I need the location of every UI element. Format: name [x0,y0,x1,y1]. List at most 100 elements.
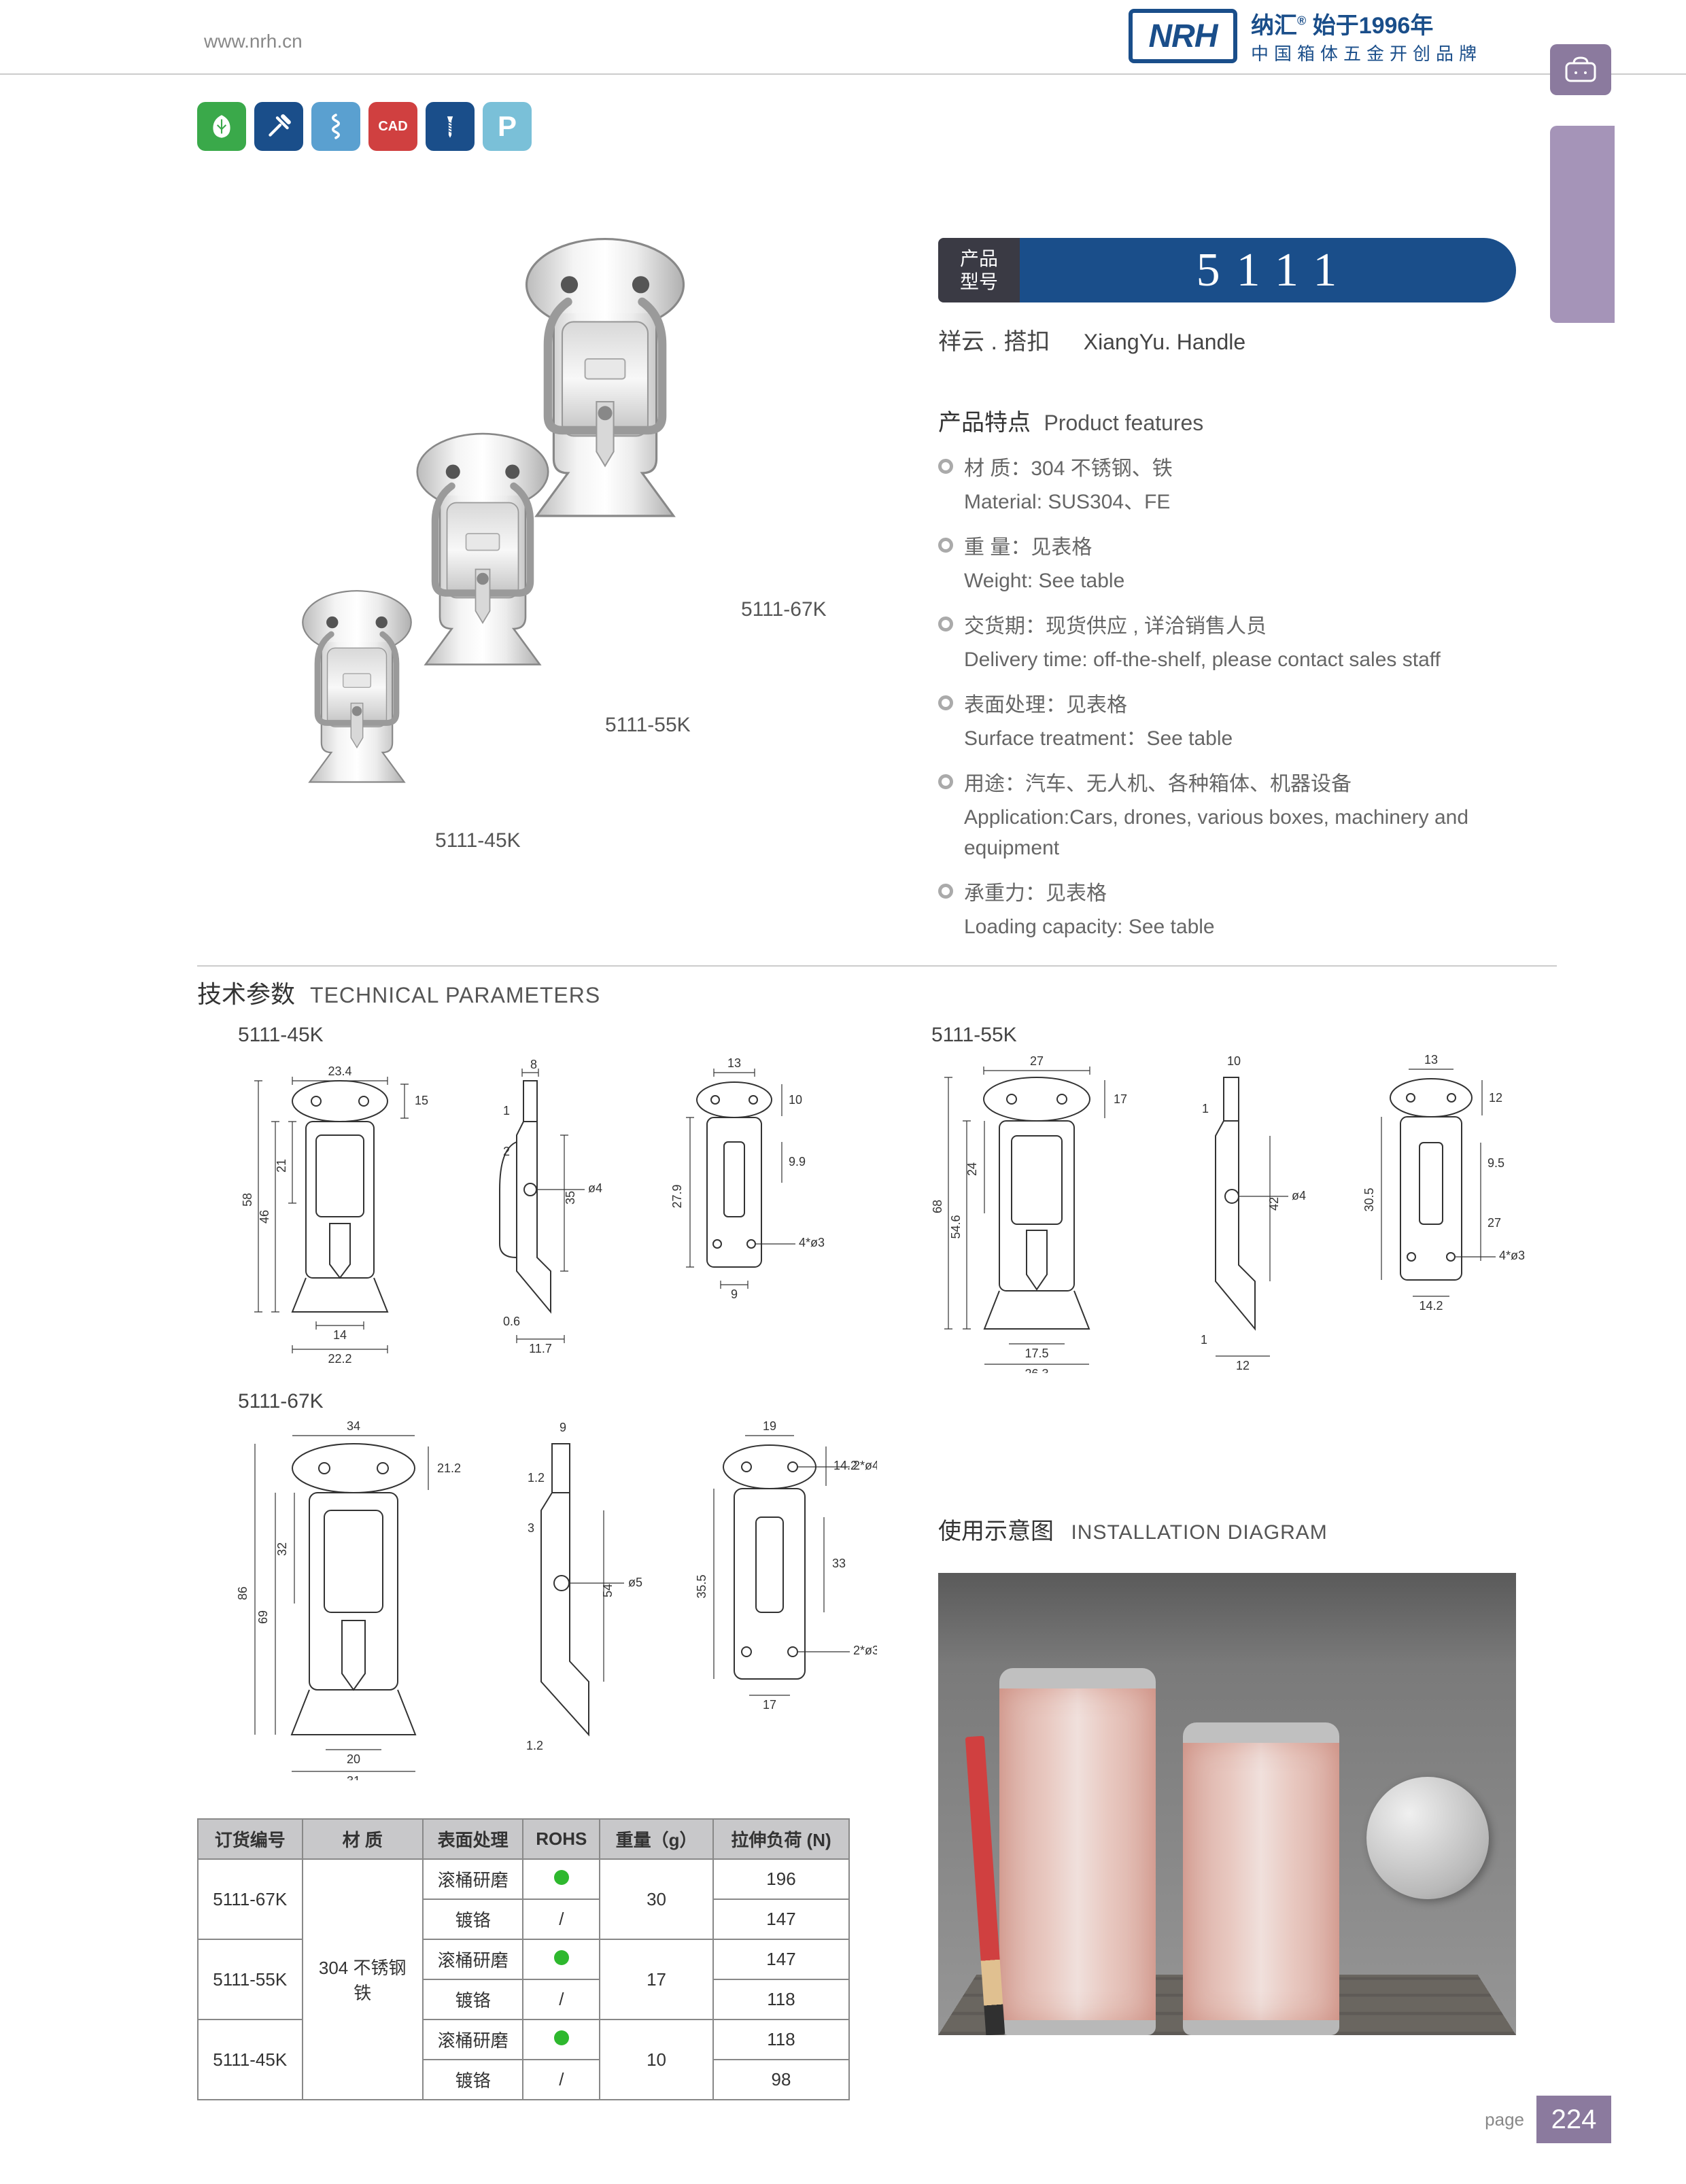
letter-p-icon: P [483,102,532,151]
features-title-cn: 产品特点 [938,410,1031,436]
svg-text:11.7: 11.7 [529,1342,552,1355]
rohs-dot-icon [554,1870,569,1885]
svg-text:31: 31 [347,1774,360,1780]
svg-text:4*ø3: 4*ø3 [799,1236,825,1249]
drawing-svg-67k: 34 86 69 32 21.2 20 31 [197,1420,877,1780]
svg-text:9: 9 [731,1287,738,1301]
svg-text:68: 68 [931,1200,944,1213]
drawing-label-67k: 5111-67K [238,1390,1557,1413]
rohs-dot-icon [554,2030,569,2045]
table-header-row: 订货编号 材 质 表面处理 ROHS 重量（g） 拉伸负荷 (N) [198,1819,849,1859]
model-tag: 产品 型号 [938,238,1020,302]
bullet-icon [938,774,953,789]
svg-text:30.5: 30.5 [1362,1188,1376,1211]
feature-item: 交货期：现货供应 , 详洽销售人员Delivery time: off-the-… [938,611,1516,675]
product-label-55k: 5111-55K [605,714,691,737]
feature-text: 重 量：见表格Weight: See table [964,532,1124,596]
install-title-cn: 使用示意图 [938,1519,1054,1544]
svg-text:ø4: ø4 [588,1181,602,1195]
svg-text:17: 17 [1114,1092,1127,1106]
brand-block: NRH 纳汇® 始于1996年 中国箱体五金开创品牌 [1129,7,1482,65]
model-header: 产品 型号 5111 [938,238,1516,302]
table-row: 5111-55K滚桶研磨17147 [198,1939,849,1979]
model-panel: 产品 型号 5111 祥云 . 搭扣 XiangYu. Handle 产品特点 … [938,238,1516,957]
tech-title-en: TECHNICAL PARAMETERS [310,983,600,1007]
col-surface: 表面处理 [423,1819,523,1859]
col-material: 材 质 [303,1819,423,1859]
tech-title: 技术参数 TECHNICAL PARAMETERS [197,965,1557,1010]
feature-text: 承重力：见表格Loading capacity: See table [964,878,1215,942]
svg-text:13: 13 [727,1056,741,1070]
nrh-logo: NRH [1129,9,1237,63]
product-image-area: 5111-67K 5111-55K 5111-45K [224,238,870,850]
tools-icon [254,102,303,151]
feature-text: 用途：汽车、无人机、各种箱体、机器设备Application:Cars, dro… [964,769,1516,863]
svg-text:58: 58 [241,1193,254,1207]
svg-text:2*ø4: 2*ø4 [853,1459,877,1472]
svg-text:9.9: 9.9 [789,1155,806,1168]
bullet-icon [938,459,953,474]
svg-text:1.2: 1.2 [528,1471,545,1485]
svg-text:2*ø3: 2*ø3 [853,1644,877,1657]
svg-text:22.2: 22.2 [328,1352,351,1366]
install-photo [938,1573,1516,2035]
page-footer: page 224 [1485,2096,1611,2143]
svg-text:24: 24 [965,1162,979,1176]
model-number: 5111 [1020,238,1516,302]
svg-text:46: 46 [258,1210,271,1224]
features-title: 产品特点 Product features [938,404,1516,437]
col-code: 订货编号 [198,1819,303,1859]
feature-item: 表面处理：见表格Surface treatment：See table [938,690,1516,754]
svg-text:0.6: 0.6 [503,1315,520,1328]
category-handle-icon [1550,44,1611,95]
bullet-icon [938,617,953,631]
feature-item: 重 量：见表格Weight: See table [938,532,1516,596]
svg-text:1: 1 [1202,1102,1209,1115]
svg-text:ø4: ø4 [1292,1189,1306,1202]
photo-sphere [1366,1777,1489,1899]
col-load: 拉伸负荷 (N) [713,1819,849,1859]
svg-text:54: 54 [601,1584,615,1597]
feature-text: 材 质：304 不锈钢、铁Material: SUS304、FE [964,453,1173,517]
svg-text:17: 17 [763,1698,776,1712]
model-subtitle-en: XiangYu. Handle [1084,330,1245,354]
model-subtitle: 祥云 . 搭扣 XiangYu. Handle [938,323,1516,356]
brand-text: 纳汇® 始于1996年 中国箱体五金开创品牌 [1251,7,1482,65]
photo-cylinder-right [1183,1722,1339,2035]
svg-text:27.9: 27.9 [670,1184,684,1208]
product-label-67k: 5111-67K [741,598,827,621]
bullet-icon [938,695,953,710]
cad-icon: CAD [368,102,417,151]
svg-text:14: 14 [333,1328,347,1342]
svg-text:69: 69 [256,1610,270,1624]
tech-title-cn: 技术参数 [197,980,295,1008]
svg-text:17.5: 17.5 [1025,1347,1048,1360]
feature-item: 承重力：见表格Loading capacity: See table [938,878,1516,942]
spring-icon [311,102,360,151]
svg-text:8: 8 [530,1058,537,1071]
col-weight: 重量（g） [600,1819,713,1859]
svg-text:42: 42 [1267,1197,1281,1211]
brand-name-cn: 纳汇 [1251,13,1297,39]
svg-text:12: 12 [1489,1091,1502,1105]
drawing-svg-45k: 23.4 58 46 21 15 14 22.2 [197,1054,850,1373]
svg-text:54.6: 54.6 [949,1215,963,1238]
page-number: 224 [1536,2096,1611,2143]
svg-text:27: 27 [1030,1054,1044,1068]
svg-text:3: 3 [528,1521,534,1535]
svg-text:19: 19 [763,1420,776,1433]
col-rohs: ROHS [523,1819,600,1859]
feature-text: 交货期：现货供应 , 详洽销售人员Delivery time: off-the-… [964,611,1441,675]
svg-text:ø5: ø5 [628,1576,642,1589]
svg-text:34: 34 [347,1420,360,1433]
table-row: 5111-67K304 不锈钢 铁滚桶研磨30196 [198,1859,849,1899]
bullet-icon [938,884,953,899]
feature-text: 表面处理：见表格Surface treatment：See table [964,690,1233,754]
photo-cylinder-left [999,1668,1156,2035]
svg-text:10: 10 [789,1093,802,1107]
svg-text:33: 33 [832,1557,846,1570]
install-section: 使用示意图 INSTALLATION DIAGRAM [938,1512,1516,2035]
svg-text:14.2: 14.2 [1419,1299,1443,1313]
drawing-label-45k: 5111-45K [238,1024,863,1047]
eco-icon [197,102,246,151]
